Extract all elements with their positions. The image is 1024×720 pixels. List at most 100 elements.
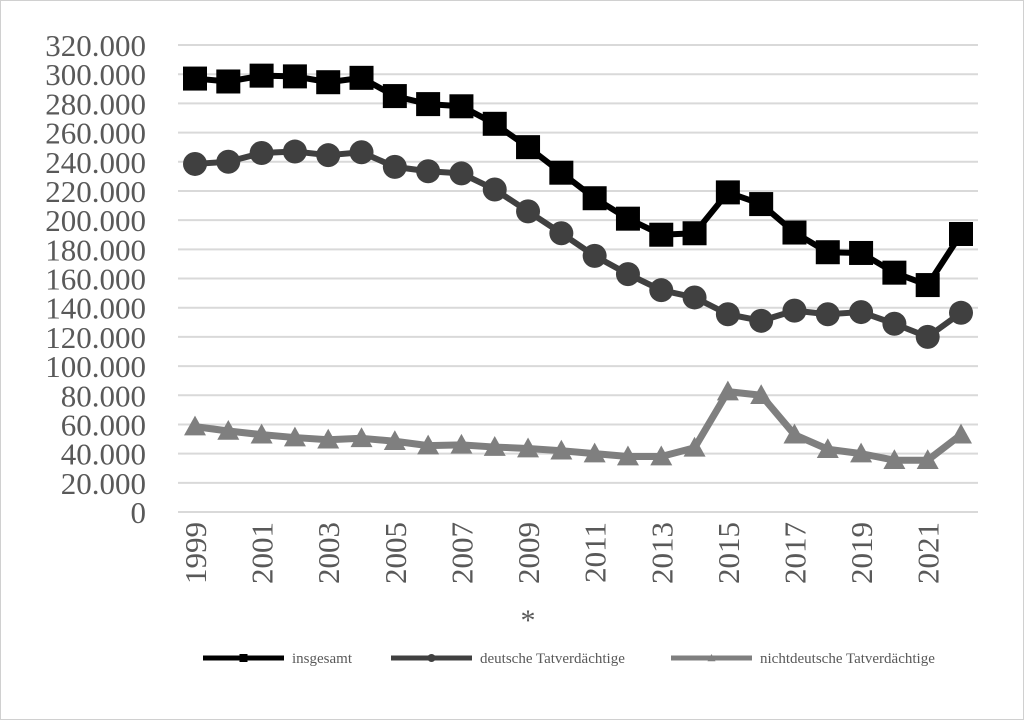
data-point xyxy=(615,206,640,231)
data-point xyxy=(249,63,274,88)
data-point xyxy=(849,300,874,325)
data-point xyxy=(649,222,674,247)
annotation-asterisk: * xyxy=(521,604,536,637)
data-point xyxy=(783,423,806,444)
data-point xyxy=(549,221,574,246)
legend-label: insgesamt xyxy=(292,651,353,667)
data-point xyxy=(549,160,574,185)
y-tick-label: 180.000 xyxy=(45,232,146,267)
data-point xyxy=(383,430,406,451)
x-tick-label: 2019 xyxy=(844,522,879,584)
data-point xyxy=(184,415,206,436)
x-tick-label: 2009 xyxy=(511,522,546,584)
data-point xyxy=(250,423,273,444)
data-point xyxy=(950,423,972,444)
y-tick-label: 20.000 xyxy=(61,466,146,501)
y-tick-label: 200.000 xyxy=(45,203,146,238)
data-point xyxy=(482,111,507,136)
data-point xyxy=(815,240,840,265)
y-tick-label: 40.000 xyxy=(61,437,146,472)
data-point xyxy=(517,437,540,458)
data-point xyxy=(416,159,441,184)
x-tick-label: 1999 xyxy=(178,522,213,584)
data-point xyxy=(349,140,374,165)
data-point xyxy=(882,311,907,336)
x-tick-label: 2003 xyxy=(311,522,346,584)
data-point xyxy=(349,65,374,90)
data-point xyxy=(782,298,807,323)
legend-marker xyxy=(239,654,248,662)
data-point xyxy=(449,161,474,186)
x-tick-label: 2017 xyxy=(777,522,812,584)
series-line xyxy=(194,388,964,464)
data-point xyxy=(483,436,506,456)
data-point xyxy=(916,449,939,469)
data-point xyxy=(715,302,740,327)
data-point xyxy=(816,438,839,459)
data-point xyxy=(382,154,407,179)
data-point xyxy=(615,262,640,287)
x-tick-label: 2013 xyxy=(644,522,679,584)
data-point xyxy=(583,442,606,463)
data-point xyxy=(915,273,940,298)
data-point xyxy=(649,278,674,303)
data-point xyxy=(650,445,673,466)
y-tick-label: 80.000 xyxy=(61,378,146,413)
y-tick-label: 220.000 xyxy=(45,174,146,209)
data-point xyxy=(949,300,973,325)
x-tick-label: 2001 xyxy=(245,522,280,584)
data-point xyxy=(216,69,241,94)
data-point xyxy=(449,94,474,119)
data-point xyxy=(350,427,373,448)
y-tick-label: 160.000 xyxy=(45,262,146,297)
data-point xyxy=(850,442,873,463)
y-tick-label: 120.000 xyxy=(45,320,146,355)
data-point xyxy=(716,380,739,401)
data-point xyxy=(450,433,473,454)
data-point xyxy=(749,308,774,333)
data-point xyxy=(683,436,706,457)
data-point xyxy=(516,135,541,160)
data-point xyxy=(782,220,807,245)
data-point xyxy=(283,426,306,447)
x-tick-label: 2015 xyxy=(711,522,746,584)
data-point xyxy=(416,92,441,117)
legend-marker xyxy=(427,654,436,662)
y-tick-label: 60.000 xyxy=(61,407,146,442)
data-point xyxy=(949,221,973,246)
y-tick-label: 140.000 xyxy=(45,291,146,326)
x-tick-label: 2021 xyxy=(911,522,946,584)
y-tick-label: 280.000 xyxy=(45,86,146,121)
data-point xyxy=(249,140,274,165)
data-point xyxy=(417,434,440,455)
legend-label: nichtdeutsche Tatverdächtige xyxy=(760,651,935,667)
data-point xyxy=(282,139,307,164)
data-point xyxy=(883,449,906,469)
y-tick-label: 320.000 xyxy=(45,28,146,63)
data-point xyxy=(482,177,507,202)
data-point xyxy=(882,260,907,285)
y-tick-label: 260.000 xyxy=(45,116,146,151)
y-tick-label: 300.000 xyxy=(45,57,146,92)
data-point xyxy=(616,445,639,466)
data-point xyxy=(550,439,573,460)
data-point xyxy=(316,70,341,95)
data-point xyxy=(382,84,407,109)
data-point xyxy=(316,143,341,168)
data-point xyxy=(216,149,241,174)
series-line xyxy=(194,72,964,289)
data-point xyxy=(915,324,940,349)
y-tick-label: 0 xyxy=(131,495,147,530)
legend-label: deutsche Tatverdächtige xyxy=(480,651,625,667)
data-point xyxy=(516,199,541,224)
data-point xyxy=(282,64,307,89)
y-tick-label: 100.000 xyxy=(45,349,146,384)
x-tick-label: 2007 xyxy=(444,522,479,584)
data-point xyxy=(217,420,240,440)
data-point xyxy=(317,428,340,449)
data-point xyxy=(183,151,207,176)
x-tick-label: 2005 xyxy=(378,522,413,584)
data-point xyxy=(750,384,773,405)
